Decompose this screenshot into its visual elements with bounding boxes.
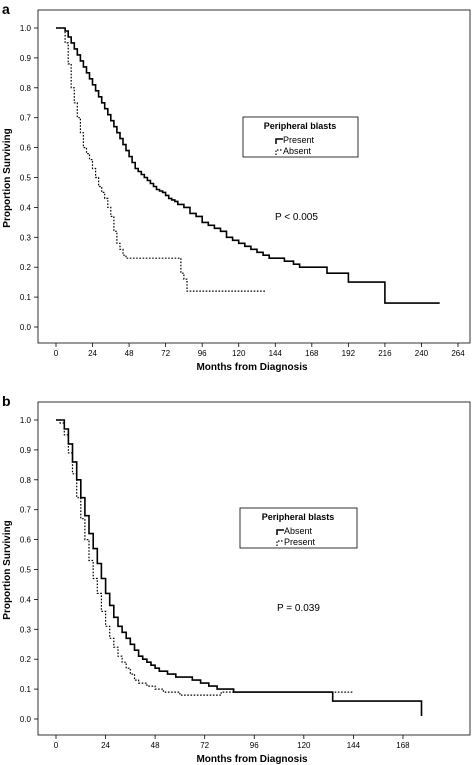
panel-b-curves — [56, 419, 423, 716]
panel-a-series-present-line — [56, 27, 440, 304]
panel-b-x-tick-label: 72 — [200, 741, 209, 750]
panel-a-x-tick-label: 48 — [125, 349, 134, 358]
panel-b-x-tick-label: 96 — [250, 741, 259, 750]
panel-a-curves — [56, 27, 440, 304]
panel-a-y-tick-label: 1.0 — [20, 24, 32, 33]
panel-b-y-tick-label: 1.0 — [20, 416, 32, 425]
panel-a-x-tick-label: 216 — [378, 349, 392, 358]
panel-a: a Proportion Surviving Months from Diagn… — [2, 1, 471, 373]
panel-a-x-tick-label: 24 — [88, 349, 97, 358]
panel-a-legend-box — [242, 116, 359, 158]
panel-b-x-tick-label: 0 — [54, 741, 59, 750]
panel-a-x-tick-label: 72 — [161, 349, 170, 358]
panel-b-y-tick-label: 0.5 — [20, 566, 32, 575]
step-line-icon — [275, 149, 283, 155]
panel-a-y-tick-label: 0.3 — [20, 233, 32, 242]
panel-b-series-present-line — [56, 419, 354, 696]
panel-a-letter: a — [2, 1, 10, 17]
panel-b-series-absent-line — [56, 419, 423, 716]
panel-b: b Proportion Surviving Months from Diagn… — [2, 393, 471, 765]
panel-a-x-tick-label: 96 — [198, 349, 207, 358]
panel-a-y-tick-label: 0.1 — [20, 293, 32, 302]
panel-b-legend-label-2: Present — [284, 537, 316, 547]
panel-b-y-tick-label: 0.1 — [20, 685, 32, 694]
panel-b-x-tick-label: 120 — [297, 741, 311, 750]
panel-a-y-tick-label: 0.4 — [20, 203, 32, 212]
panel-b-y-tick-label: 0.7 — [20, 506, 32, 515]
panel-b-legend: Peripheral blasts Absent Present — [239, 507, 358, 549]
panel-a-plot-frame — [37, 9, 471, 344]
panel-b-y-tick-label: 0.9 — [20, 446, 32, 455]
panel-a-x-tick-label: 264 — [451, 349, 465, 358]
panel-a-x-tick-label: 192 — [342, 349, 356, 358]
panel-a-legend: Peripheral blasts Present Absent — [242, 116, 359, 158]
panel-b-y-tick-label: 0.0 — [20, 715, 32, 724]
panel-b-letter: b — [2, 393, 11, 409]
panel-b-x-tick-label: 48 — [151, 741, 160, 750]
panel-b-ylabel: Proportion Surviving — [2, 520, 13, 619]
panel-b-legend-label-1: Absent — [284, 526, 313, 536]
panel-a-pvalue: P < 0.005 — [275, 212, 318, 223]
panel-b-xlabel: Months from Diagnosis — [196, 754, 308, 765]
panel-b-legend-title: Peripheral blasts — [262, 512, 335, 522]
step-line-icon — [276, 529, 284, 535]
step-line-icon — [276, 540, 284, 546]
panel-a-x-tick-label: 240 — [415, 349, 429, 358]
panel-a-axes: 0 24 48 72 96 120 144 168 192 216 240 264 0.0 0.1 0.2 0… — [20, 9, 471, 358]
panel-a-legend-label-1: Present — [283, 135, 315, 145]
panel-b-y-tick-label: 0.4 — [20, 595, 32, 604]
panel-b-y-tick-label: 0.3 — [20, 625, 32, 634]
panel-a-y-tick-label: 0.5 — [20, 174, 32, 183]
panel-b-y-tick-label: 0.8 — [20, 476, 32, 485]
panel-a-y-tick-label: 0.2 — [20, 263, 32, 272]
panel-b-y-tick-label: 0.6 — [20, 536, 32, 545]
panel-b-pvalue: P = 0.039 — [277, 603, 320, 614]
panel-a-legend-title: Peripheral blasts — [264, 121, 337, 131]
panel-b-y-tick-label: 0.2 — [20, 655, 32, 664]
panel-a-x-tick-label: 168 — [305, 349, 319, 358]
panel-a-series-absent-line — [56, 27, 267, 292]
panel-a-ylabel: Proportion Surviving — [2, 128, 13, 227]
panel-b-plot-frame — [37, 401, 471, 736]
panel-a-y-tick-label: 0.6 — [20, 144, 32, 153]
step-line-icon — [275, 138, 283, 144]
panel-a-x-tick-label: 120 — [232, 349, 246, 358]
panel-a-legend-label-2: Absent — [283, 146, 312, 156]
panel-b-axes: 0 24 48 72 96 120 144 168 0.0 0.1 0.2 0.3 0.4 0.5 0.6 0… — [20, 401, 471, 750]
panel-b-x-tick-label: 168 — [396, 741, 410, 750]
panel-b-x-tick-label: 24 — [101, 741, 110, 750]
panel-a-xlabel: Months from Diagnosis — [196, 362, 308, 373]
panel-a-x-tick-label: 0 — [54, 349, 59, 358]
panel-b-x-tick-label: 144 — [347, 741, 361, 750]
panel-a-y-tick-label: 0.7 — [20, 114, 32, 123]
panel-a-y-tick-label: 0.8 — [20, 84, 32, 93]
panel-a-y-tick-label: 0.0 — [20, 323, 32, 332]
panel-a-y-tick-label: 0.9 — [20, 54, 32, 63]
panel-a-x-tick-label: 144 — [269, 349, 283, 358]
panel-b-legend-box — [239, 507, 358, 549]
